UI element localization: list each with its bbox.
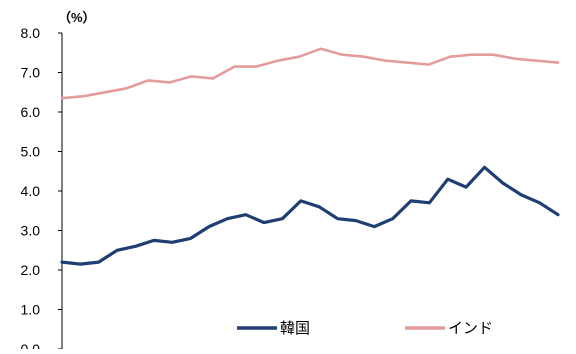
y-tick-label: 3.0 xyxy=(21,223,41,239)
y-tick-label: 8.0 xyxy=(21,25,41,41)
legend: 韓国 インド xyxy=(237,320,493,337)
legend-label-india: インド xyxy=(448,320,493,337)
y-tick-label: 7.0 xyxy=(21,65,41,81)
y-tick-label: 2.0 xyxy=(21,262,41,278)
series-lines xyxy=(60,47,560,266)
y-tick-label: 1.0 xyxy=(21,302,41,318)
y-tick-label: 6.0 xyxy=(21,104,41,120)
y-tick-label: 5.0 xyxy=(21,144,41,160)
legend-label-korea: 韓国 xyxy=(280,320,310,337)
y-axis-unit-label: （%） xyxy=(58,10,96,25)
series-line-india xyxy=(60,47,560,100)
y-tick-label: 0.0 xyxy=(21,341,41,349)
series-line-korea xyxy=(60,165,560,266)
y-tick-label: 4.0 xyxy=(21,183,41,199)
y-tick-labels: 8.0 7.0 6.0 5.0 4.0 3.0 2.0 1.0 0.0 xyxy=(21,25,62,354)
